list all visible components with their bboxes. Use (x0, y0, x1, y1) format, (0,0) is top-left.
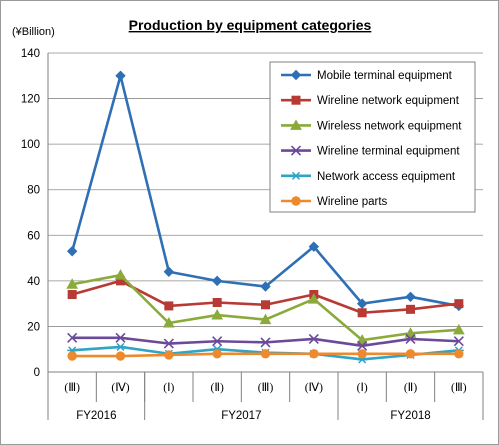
legend-label: Wireless network equipment (317, 120, 462, 132)
data-point (164, 350, 174, 360)
data-point (406, 304, 415, 314)
y-tick-label: 60 (27, 230, 40, 242)
data-point (212, 336, 223, 347)
legend-label: Network access equipment (317, 171, 456, 183)
legend-item: Wireline network equipment (281, 95, 460, 107)
legend-item: Mobile terminal equipment (281, 69, 453, 82)
series-layer (66, 70, 465, 364)
data-point (67, 290, 77, 300)
legend-marker (291, 171, 301, 180)
series-wireline-terminal-equipment (67, 332, 464, 351)
series-wireline-parts (67, 349, 464, 361)
data-point (115, 70, 126, 81)
data-point (66, 278, 79, 289)
data-point (115, 351, 126, 361)
data-point (308, 333, 319, 345)
data-point (164, 301, 174, 311)
x-category-label: (Ⅲ) (451, 382, 467, 394)
data-point (211, 309, 224, 320)
chart-title: Production by equipment categories (129, 17, 372, 33)
legend-box (269, 61, 476, 213)
data-point (309, 349, 319, 359)
legend-marker (291, 196, 301, 206)
x-category-label: (Ⅲ) (258, 382, 274, 394)
x-category-label: (Ⅱ) (404, 382, 417, 394)
x-category-label: (Ⅰ) (163, 382, 174, 394)
axes (47, 53, 484, 420)
legend-marker (290, 69, 302, 81)
data-point (453, 336, 464, 347)
x-category-label: (Ⅰ) (357, 382, 368, 394)
y-tick-label: 100 (21, 139, 40, 151)
data-point (405, 349, 416, 359)
data-point (454, 349, 464, 359)
data-point (259, 313, 272, 325)
legend-label: Wireline network equipment (317, 95, 460, 107)
legend-item: Network access equipment (281, 171, 456, 183)
fiscal-year-label: FY2017 (221, 410, 261, 422)
data-point (261, 300, 270, 310)
fiscal-year-label: FY2018 (390, 410, 430, 422)
legend-item: Wireline parts (281, 196, 388, 208)
data-point (162, 316, 175, 328)
data-point (260, 337, 271, 348)
y-tick-label: 140 (21, 48, 40, 60)
data-point (356, 334, 369, 345)
data-point (212, 298, 222, 308)
x-category-label: (Ⅳ) (111, 382, 129, 394)
y-tick-label: 0 (34, 367, 40, 379)
data-point (115, 332, 126, 343)
legend-label: Wireline parts (317, 196, 388, 208)
x-category-label: (Ⅱ) (211, 382, 224, 394)
data-point (404, 327, 417, 338)
data-point (307, 293, 320, 304)
y-axis-unit-label: (¥Billion) (12, 26, 55, 38)
data-point (260, 281, 271, 292)
data-point (114, 269, 127, 280)
y-tick-label: 20 (27, 321, 40, 333)
legend-item: Wireline terminal equipment (281, 145, 460, 158)
y-tick-label: 120 (21, 94, 40, 106)
data-point (357, 340, 368, 351)
y-tick-label: 80 (27, 185, 40, 197)
legend: Mobile terminal equipment Wireline networ… (269, 61, 476, 213)
data-point (66, 246, 78, 257)
legend-item: Wireless network equipment (281, 119, 462, 132)
data-point (211, 275, 223, 287)
series-wireless-network-equipment (66, 269, 465, 345)
y-tick-label: 40 (27, 276, 40, 288)
data-point (212, 349, 222, 359)
data-point (405, 333, 416, 345)
data-point (454, 299, 464, 309)
x-category-label: (Ⅲ) (64, 382, 80, 394)
data-point (308, 241, 320, 252)
data-point (452, 323, 465, 335)
legend-marker (291, 95, 301, 105)
legend-marker (290, 145, 302, 156)
data-point (67, 332, 78, 343)
data-point (357, 349, 367, 359)
data-point (115, 342, 126, 351)
legend-label: Mobile terminal equipment (317, 70, 453, 82)
y-tick-labels: 0 20 40 60 80 100 120 140 (21, 48, 40, 379)
legend-marker (290, 119, 302, 130)
x-category-labels: (Ⅲ) (Ⅳ) (Ⅰ) (Ⅱ) (Ⅲ) (Ⅳ) (Ⅰ) (Ⅱ) (Ⅲ) FY2016 FY2017 F… (64, 382, 466, 422)
x-category-label: (Ⅳ) (305, 382, 323, 394)
data-point (357, 308, 367, 318)
data-point (260, 349, 271, 359)
data-point (163, 338, 174, 349)
data-point (405, 291, 416, 303)
data-point (356, 298, 368, 309)
data-point (67, 351, 77, 361)
series-mobile-terminal-equipment (66, 70, 465, 312)
fiscal-year-label: FY2016 (76, 410, 116, 422)
data-point (163, 266, 175, 277)
legend-label: Wireline terminal equipment (317, 146, 460, 158)
series-wireline-network-equipment (67, 276, 464, 318)
